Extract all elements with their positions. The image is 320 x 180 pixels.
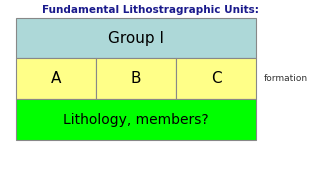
Text: Fundamental Lithostragraphic Units:: Fundamental Lithostragraphic Units: [42,5,259,15]
Bar [96,58,176,99]
Text: Lithology, members?: Lithology, members? [63,113,209,127]
Text: C: C [211,71,221,86]
Text: B: B [131,71,141,86]
Text: formation: formation [264,74,308,83]
Bar [176,58,256,99]
Bar [16,58,96,99]
Bar [16,18,256,58]
Text: Group I: Group I [108,31,164,46]
Text: A: A [51,71,61,86]
Bar [16,99,256,140]
